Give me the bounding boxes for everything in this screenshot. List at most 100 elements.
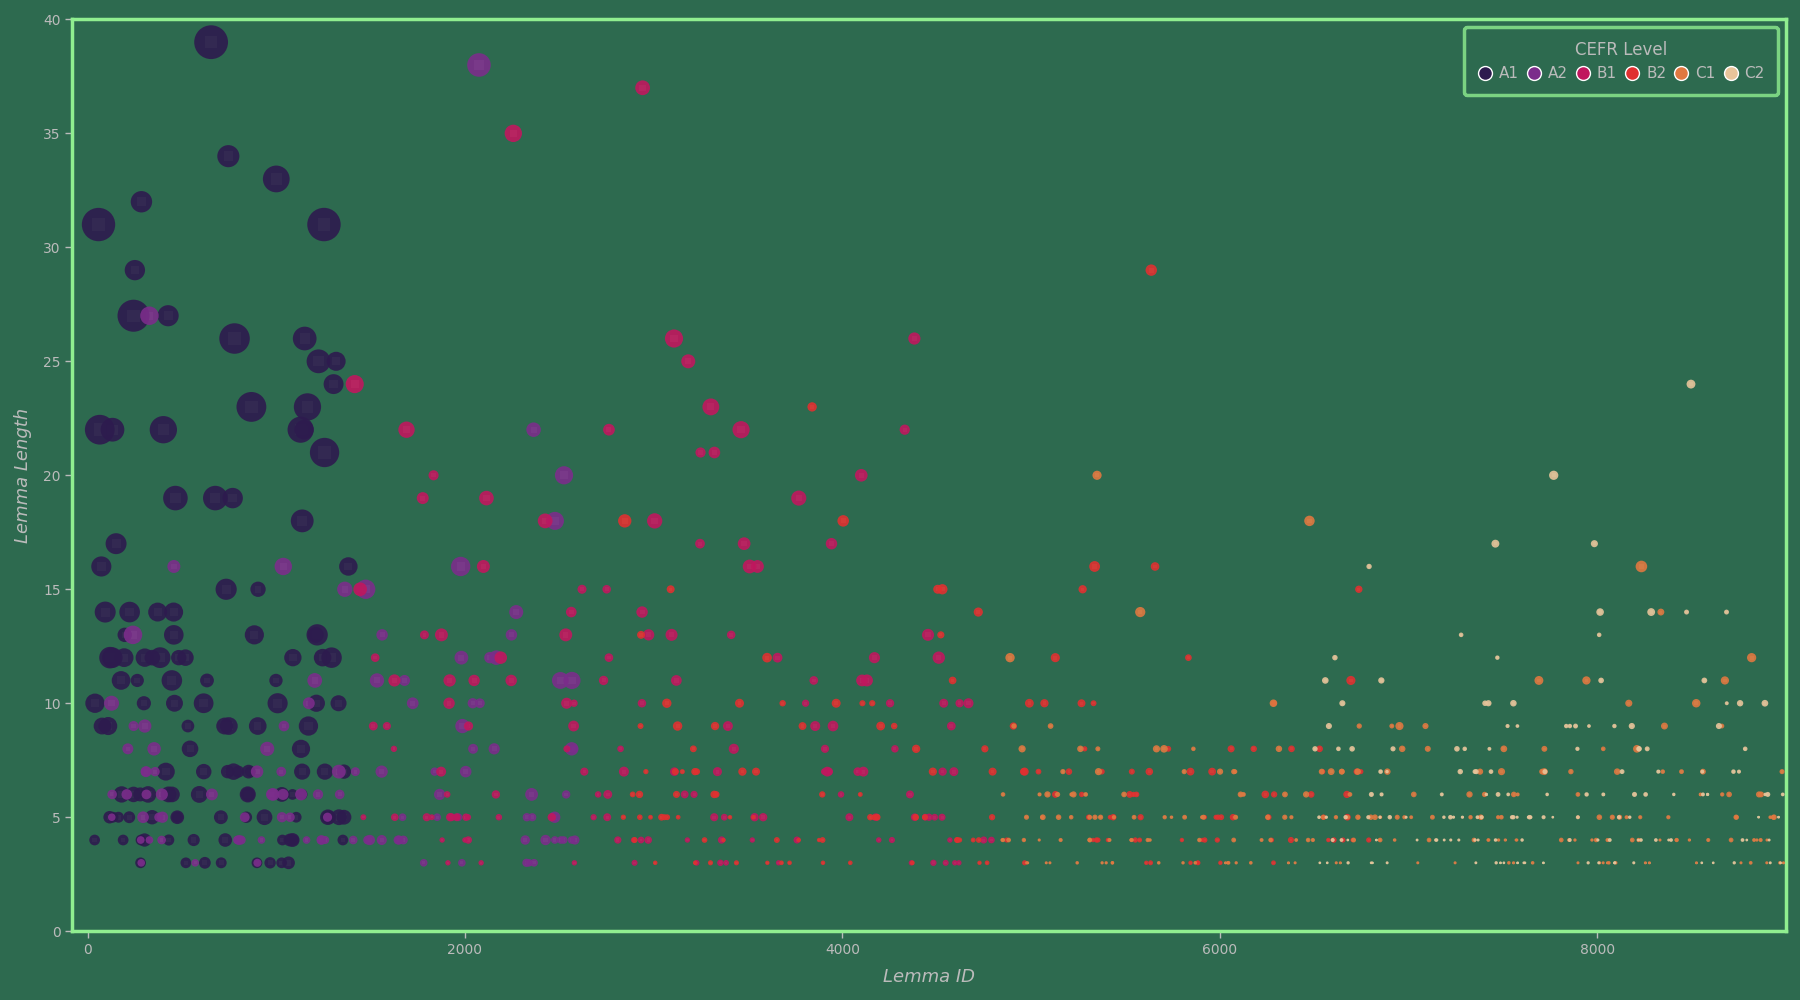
Point	[1204, 809, 1233, 825]
Point	[1174, 650, 1202, 666]
Point	[727, 764, 756, 780]
Point	[180, 832, 209, 848]
Point	[418, 809, 446, 825]
Point	[1075, 809, 1103, 825]
Point	[619, 832, 648, 848]
Point	[1010, 832, 1039, 848]
Point	[1334, 809, 1363, 825]
Point	[121, 262, 149, 278]
Point	[661, 764, 689, 780]
Point	[727, 422, 756, 438]
Point	[875, 695, 904, 711]
Point	[1334, 832, 1363, 848]
Point	[725, 695, 754, 711]
Point	[1314, 718, 1343, 734]
Point	[635, 809, 664, 825]
Point	[1759, 809, 1787, 825]
Point	[689, 832, 718, 848]
Point	[212, 581, 241, 597]
Point	[1157, 809, 1186, 825]
Point	[427, 764, 455, 780]
Point	[664, 809, 693, 825]
Point	[383, 832, 412, 848]
Point	[171, 650, 200, 666]
Point	[1764, 809, 1793, 825]
Point	[513, 809, 542, 825]
Point	[292, 832, 320, 848]
Point	[340, 764, 369, 780]
Point	[788, 718, 817, 734]
Point	[81, 695, 110, 711]
Point	[994, 832, 1022, 848]
Point	[1121, 786, 1150, 802]
Point	[428, 832, 457, 848]
Point	[965, 855, 994, 871]
Point	[1627, 558, 1656, 574]
Point	[149, 422, 178, 438]
Point	[180, 855, 209, 871]
Point	[423, 809, 452, 825]
Point	[131, 764, 160, 780]
Point	[898, 855, 927, 871]
Point	[1206, 855, 1235, 871]
Point	[1206, 809, 1235, 825]
Point	[419, 764, 448, 780]
Point	[290, 422, 319, 438]
Point	[826, 786, 855, 802]
Point	[1044, 786, 1073, 802]
Point	[1456, 809, 1485, 825]
Point	[1346, 764, 1375, 780]
Point	[1305, 809, 1334, 825]
Point	[139, 809, 167, 825]
Point	[929, 764, 958, 780]
Point	[286, 741, 315, 757]
Point	[214, 148, 243, 164]
Point	[1067, 581, 1096, 597]
Point	[308, 832, 337, 848]
Point	[1031, 855, 1060, 871]
Point	[801, 718, 830, 734]
Point	[1183, 855, 1211, 871]
Point	[511, 855, 540, 871]
Point	[918, 764, 947, 780]
Point	[243, 581, 272, 597]
Point	[164, 809, 193, 825]
Point	[567, 581, 596, 597]
Point	[180, 832, 209, 848]
Point	[1188, 832, 1217, 848]
Point	[108, 786, 137, 802]
Point	[1624, 832, 1652, 848]
Point	[1096, 809, 1125, 825]
Point	[1530, 741, 1559, 757]
Point	[1197, 764, 1226, 780]
Point	[1463, 809, 1492, 825]
Point	[1150, 809, 1179, 825]
Point	[1368, 786, 1397, 802]
Point	[88, 718, 117, 734]
Point	[1190, 809, 1219, 825]
Point	[1049, 764, 1078, 780]
Point	[1516, 809, 1544, 825]
Point	[85, 422, 113, 438]
Point	[1355, 558, 1384, 574]
Point	[171, 650, 200, 666]
Point	[1312, 855, 1341, 871]
Point	[1174, 650, 1202, 666]
Point	[702, 786, 731, 802]
Point	[1040, 650, 1069, 666]
Point	[383, 832, 412, 848]
Point	[268, 786, 297, 802]
Point	[846, 467, 875, 483]
Point	[700, 718, 729, 734]
Point	[520, 855, 549, 871]
Point	[1357, 786, 1386, 802]
Point	[1354, 809, 1382, 825]
Point	[531, 513, 560, 529]
Point	[1145, 855, 1174, 871]
Point	[1746, 786, 1775, 802]
Point	[1258, 695, 1287, 711]
Point	[1753, 832, 1782, 848]
Point	[977, 832, 1006, 848]
Point	[1755, 809, 1784, 825]
Point	[1739, 832, 1768, 848]
